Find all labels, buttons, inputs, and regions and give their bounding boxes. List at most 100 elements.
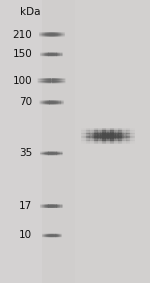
Bar: [44, 32, 45, 33]
Bar: [42, 204, 43, 205]
Bar: [59, 35, 60, 36]
Bar: [59, 79, 60, 80]
Bar: [51, 53, 52, 54]
Bar: [85, 135, 86, 136]
Bar: [99, 134, 100, 135]
Bar: [106, 135, 107, 136]
Bar: [45, 54, 46, 55]
Bar: [88, 133, 90, 134]
Bar: [59, 204, 60, 205]
Bar: [120, 133, 122, 134]
Bar: [54, 102, 55, 103]
Bar: [43, 79, 44, 80]
Bar: [54, 233, 55, 234]
Bar: [59, 53, 60, 54]
Bar: [59, 36, 60, 37]
Bar: [42, 55, 43, 56]
Bar: [41, 154, 42, 155]
Bar: [58, 103, 59, 104]
Bar: [57, 34, 58, 35]
Bar: [116, 138, 117, 139]
Bar: [97, 133, 98, 134]
Bar: [89, 135, 90, 136]
Bar: [60, 79, 61, 80]
Bar: [55, 80, 56, 81]
Bar: [58, 233, 59, 234]
Bar: [49, 81, 50, 82]
Bar: [98, 133, 99, 134]
Bar: [49, 36, 50, 37]
Bar: [52, 207, 53, 208]
Bar: [59, 206, 60, 207]
Bar: [89, 134, 90, 135]
Bar: [43, 52, 44, 53]
Bar: [82, 140, 83, 141]
Bar: [44, 206, 45, 207]
Bar: [57, 35, 58, 36]
Bar: [44, 102, 45, 103]
Bar: [123, 130, 124, 131]
Bar: [60, 36, 61, 37]
Bar: [108, 132, 110, 133]
Bar: [98, 139, 99, 140]
Bar: [124, 136, 125, 138]
Bar: [45, 83, 46, 84]
Bar: [124, 132, 125, 133]
Bar: [47, 204, 48, 205]
Bar: [45, 152, 46, 153]
Bar: [92, 143, 93, 144]
Bar: [46, 236, 47, 237]
Bar: [88, 136, 90, 137]
Bar: [49, 236, 50, 237]
Bar: [53, 36, 54, 37]
Bar: [83, 132, 84, 133]
Bar: [45, 36, 46, 37]
Bar: [61, 204, 62, 205]
Bar: [37, 78, 38, 79]
Bar: [43, 206, 44, 207]
Bar: [113, 134, 114, 135]
Bar: [58, 55, 59, 56]
Bar: [62, 54, 63, 55]
Bar: [95, 138, 96, 139]
Bar: [50, 54, 51, 55]
Bar: [86, 133, 88, 134]
Bar: [52, 54, 53, 55]
Bar: [90, 137, 91, 138]
Bar: [59, 102, 60, 103]
Bar: [42, 102, 43, 103]
Bar: [53, 233, 54, 234]
Bar: [57, 82, 58, 83]
Bar: [45, 153, 46, 154]
Bar: [134, 139, 135, 140]
Bar: [94, 140, 96, 141]
Bar: [59, 205, 60, 206]
Bar: [63, 103, 64, 104]
Bar: [54, 206, 55, 207]
Bar: [61, 101, 62, 102]
Bar: [110, 129, 111, 130]
Bar: [45, 103, 46, 104]
Bar: [57, 34, 58, 35]
Bar: [100, 131, 101, 132]
Bar: [40, 53, 41, 54]
Bar: [47, 78, 48, 79]
Bar: [58, 101, 59, 102]
Bar: [110, 135, 112, 136]
Bar: [49, 234, 50, 235]
Bar: [47, 52, 48, 53]
Bar: [92, 138, 93, 139]
Bar: [49, 34, 50, 35]
Bar: [109, 136, 110, 138]
Bar: [115, 135, 116, 136]
Bar: [61, 36, 62, 37]
Bar: [121, 140, 122, 142]
Bar: [44, 55, 45, 56]
Bar: [57, 235, 58, 236]
Bar: [48, 52, 49, 53]
Bar: [102, 137, 104, 138]
Bar: [47, 234, 48, 235]
Bar: [90, 136, 91, 137]
Bar: [104, 131, 105, 132]
Bar: [45, 35, 46, 36]
